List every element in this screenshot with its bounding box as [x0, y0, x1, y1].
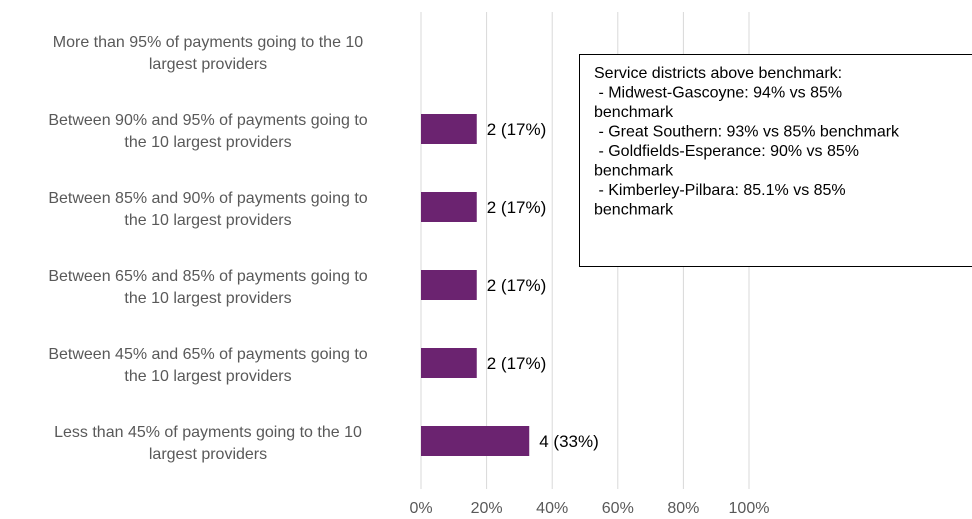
data-label: 2 (17%)	[487, 276, 547, 295]
bar	[421, 192, 477, 222]
data-labels: 2 (17%) 2 (17%) 2 (17%) 2 (17%) 4 (33%)	[487, 120, 599, 451]
x-tick-label: 80%	[667, 500, 699, 517]
category-label: Less than 45% of payments going to the 1…	[54, 424, 362, 463]
data-label: 2 (17%)	[487, 120, 547, 139]
data-label: 4 (33%)	[539, 432, 599, 451]
x-tick-label: 0%	[409, 500, 432, 517]
annotation-text: Service districts above benchmark: - Mid…	[594, 65, 900, 219]
category-label: Between 65% and 85% of payments going to…	[48, 268, 367, 307]
bar	[421, 114, 477, 144]
category-label: Between 45% and 65% of payments going to…	[48, 346, 367, 385]
annotation-box: Service districts above benchmark: - Mid…	[579, 54, 972, 267]
category-labels: More than 95% of payments going to the 1…	[48, 34, 367, 463]
data-label: 2 (17%)	[487, 354, 547, 373]
bars	[421, 114, 530, 456]
x-tick-label: 40%	[536, 500, 568, 517]
annotation-frame	[579, 54, 972, 267]
category-label: Between 90% and 95% of payments going to…	[48, 112, 367, 151]
data-label: 2 (17%)	[487, 198, 547, 217]
x-tick-label: 100%	[729, 500, 770, 517]
x-tick-label: 60%	[602, 500, 634, 517]
bar	[421, 348, 477, 378]
x-tick-label: 20%	[471, 500, 503, 517]
category-label: Between 85% and 90% of payments going to…	[48, 190, 367, 229]
bar	[421, 270, 477, 300]
bar	[421, 426, 530, 456]
category-label: More than 95% of payments going to the 1…	[53, 34, 364, 73]
x-tick-labels: 0% 20% 40% 60% 80% 100%	[409, 500, 769, 517]
